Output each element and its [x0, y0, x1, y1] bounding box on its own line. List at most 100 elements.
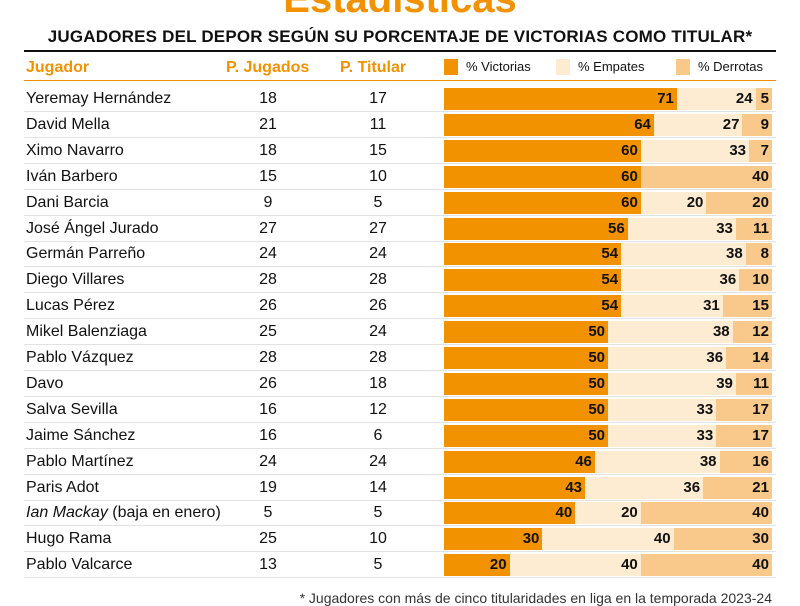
data-label: 50 [588, 349, 605, 366]
bar-empates: 20 [575, 502, 641, 525]
table-row: Hugo Rama 25 10 30 40 30 [0, 526, 800, 553]
header-divider [24, 80, 776, 81]
legend-label-empates: % Empates [578, 59, 645, 74]
bar-derrotas: 9 [742, 113, 772, 136]
data-label: 50 [588, 400, 605, 418]
table-row: Ximo Navarro 18 15 60 33 7 [0, 138, 800, 164]
bar-derrotas: 11 [735, 372, 772, 395]
table-row: Paris Adot 19 14 43 36 21 [0, 475, 800, 501]
row-divider [24, 240, 776, 242]
row-divider [24, 551, 776, 553]
data-label: 12 [752, 323, 769, 341]
row-divider [24, 266, 776, 268]
bar-derrotas: 11 [735, 217, 772, 240]
bar-derrotas: 30 [673, 528, 772, 551]
table-row: Mikel Balenziaga 25 24 50 38 12 [0, 319, 800, 346]
data-label: 30 [522, 530, 540, 548]
bar-empates: 27 [653, 113, 743, 136]
data-label: 11 [753, 374, 769, 392]
table-row: Jaime Sánchez 16 6 50 33 17 [0, 423, 800, 449]
data-label: 21 [752, 478, 769, 496]
player-name: Ximo Navarro [26, 141, 124, 159]
bar-empates: 20 [640, 191, 707, 214]
table-row: Lucas Pérez 26 26 54 31 15 [0, 293, 800, 320]
matches-started: 17 [369, 90, 387, 107]
matches-started: 24 [369, 323, 387, 341]
player-name-text: Ian Mackay [26, 504, 108, 522]
matches-started: 5 [373, 193, 383, 211]
player-name: Davo [26, 374, 64, 392]
bar-victorias: 60 [444, 165, 641, 188]
row-divider [24, 136, 776, 138]
legend-swatch-derrotas [676, 59, 690, 75]
player-name: Dani Barcia [26, 193, 109, 211]
row-divider [24, 499, 776, 501]
player-name: Pablo Valcarce [26, 556, 133, 574]
data-label: 33 [696, 426, 714, 444]
data-label: 60 [621, 193, 638, 211]
matches-started: 10 [369, 167, 387, 185]
bar-empates: 33 [627, 217, 736, 240]
data-label: 40 [752, 556, 769, 574]
row-divider [24, 447, 776, 449]
matches-started: 26 [369, 297, 387, 315]
bar-derrotas: 17 [716, 398, 772, 421]
data-label: 33 [729, 141, 747, 159]
bar-derrotas: 8 [745, 243, 772, 266]
data-label: 11 [753, 219, 769, 237]
bar-empates: 33 [640, 139, 750, 162]
matches-started: 28 [369, 271, 387, 289]
player-name: Pablo Martínez [26, 452, 134, 470]
data-label: 38 [712, 323, 730, 341]
legend-label-victorias: % Victorias [466, 59, 531, 74]
bar-victorias: 64 [444, 113, 654, 136]
data-label: 24 [735, 90, 753, 107]
matches-started: 10 [369, 530, 387, 548]
data-label: 50 [588, 374, 605, 392]
table-row: Davo 26 18 50 39 11 [0, 371, 800, 397]
matches-started: 5 [373, 556, 383, 574]
column-header-player: Jugador [26, 59, 90, 76]
row-divider [24, 162, 776, 164]
chart-subtitle: JUGADORES DEL DEPOR SEGÚN SU PORCENTAJE … [47, 27, 753, 46]
data-label: 54 [601, 245, 619, 263]
row-divider [24, 577, 776, 579]
bar-victorias: 54 [444, 243, 622, 266]
bar-derrotas: 40 [640, 554, 772, 577]
bar-derrotas: 40 [640, 165, 772, 188]
data-label: 38 [726, 245, 743, 263]
matches-started: 24 [369, 452, 387, 470]
bar-derrotas: 17 [716, 424, 772, 447]
matches-started: 27 [369, 219, 387, 237]
matches-played: 16 [259, 426, 277, 444]
row-divider [24, 188, 776, 190]
bar-empates: 33 [608, 424, 717, 447]
bar-victorias: 20 [444, 554, 510, 577]
bar-derrotas: 14 [726, 347, 772, 369]
matches-played: 25 [259, 530, 277, 548]
matches-played: 26 [259, 297, 277, 315]
matches-played: 28 [259, 271, 277, 289]
row-divider [24, 421, 776, 423]
matches-played: 15 [259, 167, 277, 185]
data-label: 46 [575, 452, 592, 470]
matches-played: 18 [259, 90, 277, 107]
matches-played: 24 [259, 452, 277, 470]
bar-derrotas: 20 [706, 191, 772, 214]
bar-empates: 31 [621, 295, 723, 318]
bar-victorias: 56 [444, 217, 628, 240]
table-row: Pablo Valcarce 13 5 20 40 40 [0, 552, 800, 579]
data-label: 33 [696, 400, 714, 418]
table-row: Ian Mackay (baja en enero) 5 5 40 20 40 [0, 500, 800, 527]
player-name: Diego Villares [26, 271, 125, 289]
title-divider [24, 50, 776, 52]
bar-empates: 24 [676, 88, 756, 110]
matches-started: 15 [369, 141, 387, 159]
player-name: Iván Barbero [26, 167, 118, 185]
player-name: Pablo Vázquez [26, 349, 134, 366]
table-row: Germán Parreño 24 24 54 38 8 [0, 241, 800, 268]
player-name: Germán Parreño [26, 245, 146, 263]
row-divider [24, 214, 776, 216]
matches-played: 26 [259, 374, 277, 392]
player-name: Ian Mackay (baja en enero) [26, 504, 221, 522]
